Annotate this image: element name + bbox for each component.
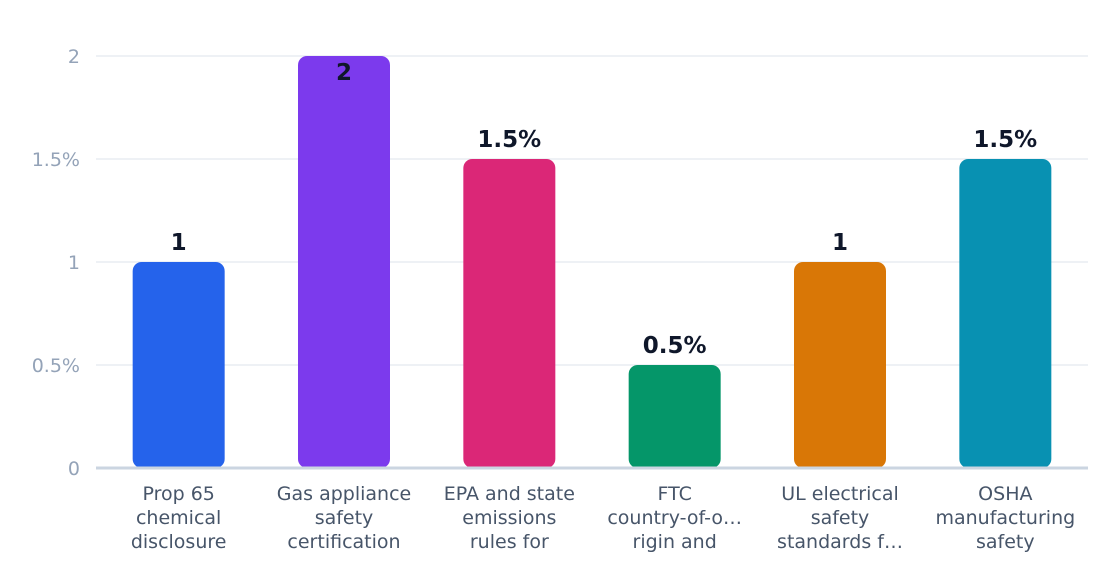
category-label: Gas appliance: [277, 483, 411, 505]
y-tick-label: 1: [68, 252, 80, 274]
y-tick-label: 0.5%: [32, 355, 80, 377]
category-label: Prop 65: [142, 483, 214, 505]
category-label: safety: [315, 507, 374, 529]
category-label: rules for: [470, 531, 549, 553]
bar: [298, 56, 390, 468]
y-axis-ticks: 0 0.5% 1 1.5% 2: [32, 46, 80, 480]
category-label: disclosure: [131, 531, 227, 553]
bar: [132, 262, 225, 468]
bar: [628, 365, 721, 468]
category-label: FTC: [657, 483, 691, 505]
bar: [794, 262, 886, 468]
category-label: UL electrical: [781, 483, 899, 505]
category-label: safety: [811, 507, 870, 529]
value-label: 1: [832, 230, 848, 256]
category-label: certification: [287, 531, 400, 553]
category-label: OSHA: [978, 483, 1032, 505]
value-label: 1.5%: [973, 127, 1037, 153]
category-label: EPA and state: [444, 483, 575, 505]
value-label: 2: [336, 60, 352, 86]
bar: [959, 159, 1052, 468]
value-label: 1.5%: [477, 127, 541, 153]
category-label: chemical: [136, 507, 221, 529]
category-label: country-of-o…: [607, 507, 742, 529]
y-tick-label: 1.5%: [32, 149, 80, 171]
category-label: rigin and: [633, 531, 717, 553]
category-label: safety: [976, 531, 1035, 553]
y-tick-label: 2: [68, 46, 80, 68]
category-label: standards f…: [777, 531, 903, 553]
bar: [463, 159, 556, 468]
grid-lines: [96, 55, 1088, 366]
category-label: emissions: [462, 507, 556, 529]
y-tick-label: 0: [68, 458, 80, 480]
value-label: 0.5%: [643, 333, 707, 359]
bars: [132, 56, 1052, 468]
category-label: manufacturing: [935, 507, 1075, 529]
value-label: 1: [171, 230, 187, 256]
value-labels: 1 2 1.5% 0.5% 1 1.5%: [171, 60, 1038, 359]
